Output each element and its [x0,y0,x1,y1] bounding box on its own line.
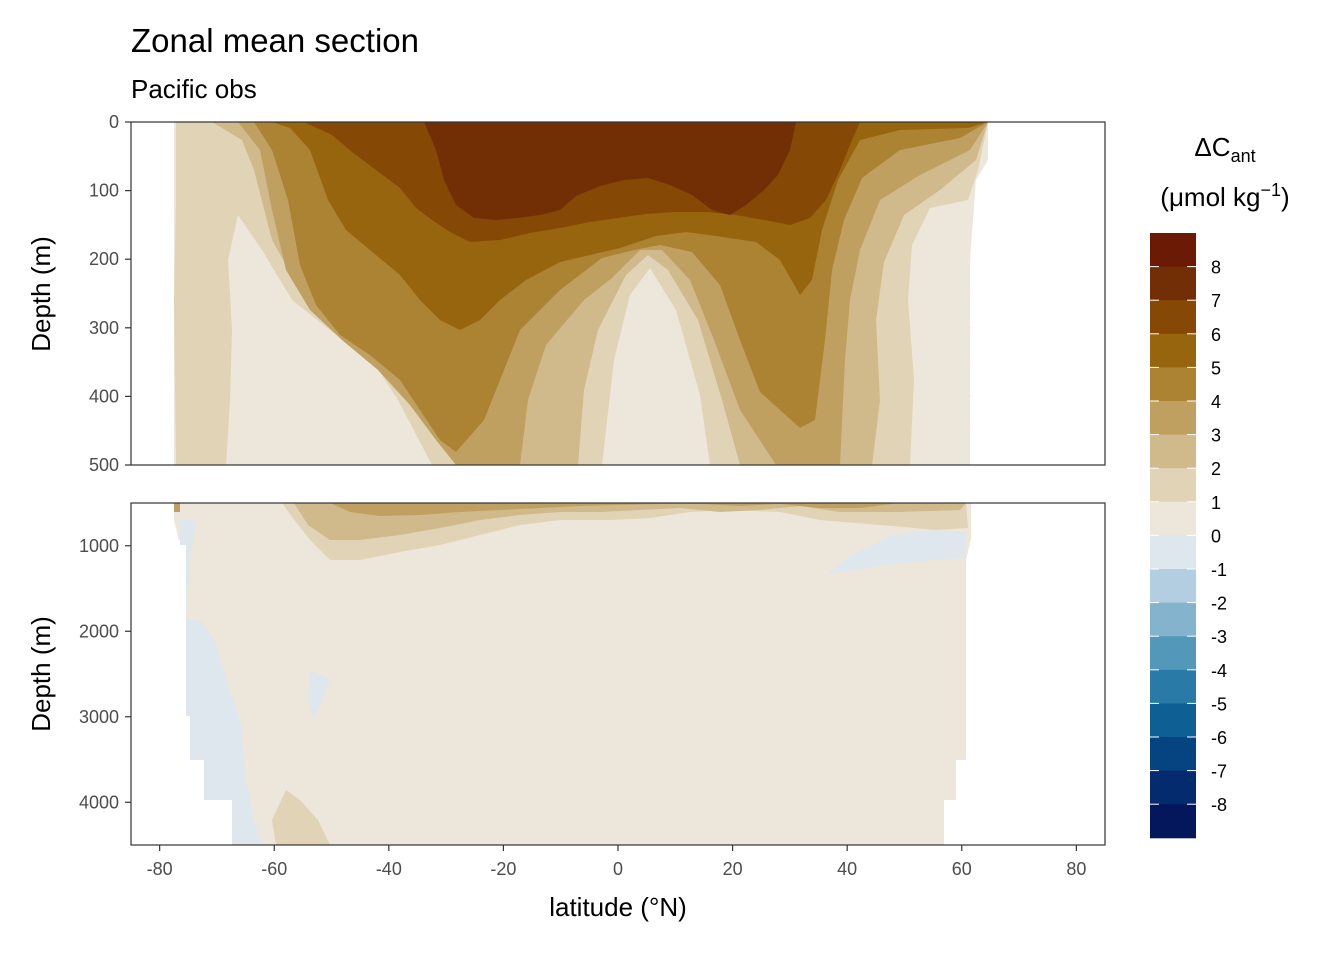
legend-unit-close: ) [1281,182,1290,212]
legend-color-bin [1150,737,1196,772]
field-band-1-2-deep-south [272,790,330,845]
legend-color-bin [1150,636,1196,671]
legend-color-bin [1150,569,1196,604]
legend-label: 4 [1211,392,1221,412]
legend-label: -8 [1211,795,1227,815]
legend-title-subscript: ant [1231,146,1256,166]
y-tick-label: 100 [89,181,119,201]
x-tick-label: -20 [490,859,516,879]
legend-color-bin [1150,434,1196,469]
legend-label: 8 [1211,258,1221,278]
legend-label: 7 [1211,291,1221,311]
x-tick-label: -60 [261,859,287,879]
x-tick-label: 0 [613,859,623,879]
legend-color-bin [1150,266,1196,301]
legend-color-bin [1150,770,1196,805]
chart-title: Zonal mean section [131,22,419,59]
y-axis-label-lower: Depth (m) [26,616,56,732]
y-tick-label: 500 [89,455,119,475]
y-tick-label: 4000 [79,792,119,812]
x-axis: -80 -60 -40 -20 0 20 40 60 80 [147,845,1086,879]
y-tick-label: 400 [89,386,119,406]
x-tick-label: 80 [1066,859,1086,879]
legend-label: -3 [1211,627,1227,647]
upper-panel-field [131,122,1105,465]
lower-panel [130,502,1106,846]
field-band-neg-deep-north [826,530,966,575]
legend-color-bin [1150,367,1196,402]
legend-color-bin [1150,535,1196,570]
legend-color-bin [1150,703,1196,738]
legend-label: -1 [1211,560,1227,580]
field-band-0-1-deep [174,503,971,845]
legend-color-bin [1150,804,1196,839]
legend-color-bin [1150,333,1196,368]
y-tick-label: 1000 [79,536,119,556]
legend-title-main: ΔC [1194,132,1230,162]
upper-y-axis: 0 100 200 300 400 500 [89,112,131,475]
field-band-2-3-deep [294,503,966,540]
legend-unit-open: (μmol kg [1160,182,1260,212]
legend-color-bin [1150,401,1196,436]
x-tick-label: -40 [376,859,402,879]
legend-label: 0 [1211,526,1221,546]
legend-title: ΔCant [1194,132,1255,166]
legend-color-bin [1150,468,1196,503]
legend-color-bin [1150,300,1196,335]
legend-color-bin [1150,233,1196,268]
field-band-3-4-deep [330,503,900,516]
upper-panel [130,121,1106,466]
y-tick-label: 0 [109,112,119,132]
y-axis-label-upper: Depth (m) [26,236,56,352]
legend-labels: 8 7 6 5 4 3 2 1 0 -1 -2 -3 -4 -5 -6 -7 -8 [1211,258,1227,816]
legend-label: -6 [1211,728,1227,748]
legend-color-bin [1150,501,1196,536]
legend-label: -5 [1211,694,1227,714]
field-band-3-4-deep-edge [174,503,180,512]
legend-label: 3 [1211,426,1221,446]
x-tick-label: 60 [952,859,972,879]
lower-panel-field [131,503,1105,845]
x-tick-label: 20 [723,859,743,879]
x-tick-label: 40 [837,859,857,879]
legend-label: -4 [1211,661,1227,681]
legend-label: 1 [1211,493,1221,513]
y-tick-label: 2000 [79,621,119,641]
legend-unit: (μmol kg−1) [1160,180,1289,212]
legend-colorbar [1150,233,1196,839]
lower-y-axis: 1000 2000 3000 4000 [79,536,131,812]
chart-subtitle: Pacific obs [131,74,257,104]
x-axis-label: latitude (°N) [549,892,687,922]
legend: ΔCant (μmol kg−1) 8 7 6 5 4 3 2 1 0 -1 -2 -3 -4 -5 -6 -… [1150,132,1290,839]
x-tick-label: -80 [147,859,173,879]
legend-label: -2 [1211,594,1227,614]
field-band-neg-deep-south [180,520,262,845]
y-tick-label: 300 [89,318,119,338]
legend-label: 6 [1211,325,1221,345]
field-band-7-8 [424,122,796,220]
legend-label: -7 [1211,762,1227,782]
field-band-neg-deep-mid [308,670,330,718]
legend-color-bin [1150,669,1196,704]
legend-unit-sup: −1 [1261,180,1282,200]
legend-label: 2 [1211,459,1221,479]
legend-label: 5 [1211,358,1221,378]
y-tick-label: 200 [89,249,119,269]
legend-color-bin [1150,602,1196,637]
y-tick-label: 3000 [79,707,119,727]
